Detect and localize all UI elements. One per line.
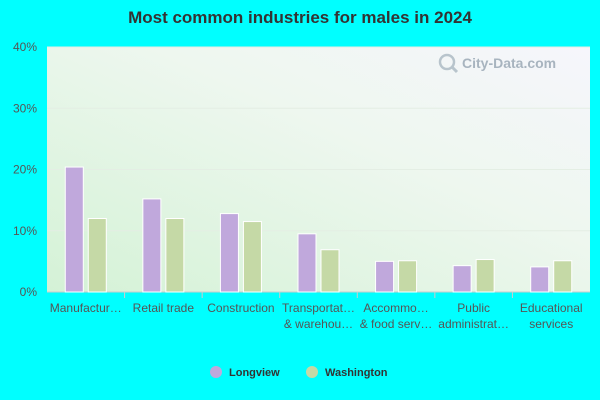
x-tick-label: & warehou… [284, 317, 353, 331]
bar-washington-1[interactable] [165, 218, 185, 293]
bar-longview-0[interactable] [64, 166, 84, 293]
x-tick-label: administrat… [438, 317, 509, 331]
watermark: City-Data.com [438, 53, 556, 74]
watermark-text: City-Data.com [462, 55, 556, 71]
x-tick-label: Retail trade [133, 301, 195, 315]
y-tick-label: 0% [20, 285, 38, 299]
x-axis: Manufactur… Retail trade Construction Trans… [50, 292, 583, 331]
magnifier-icon [438, 53, 459, 74]
x-tick-label: Manufactur… [50, 301, 122, 315]
x-tick-label: Construction [207, 301, 274, 315]
bar-longview-2[interactable] [219, 213, 239, 293]
x-tick-label: & food serv… [360, 317, 433, 331]
legend: Longview Washington [210, 366, 388, 379]
y-axis: 0% 10% 20% 30% 40% [13, 40, 37, 299]
legend-swatch-washington [306, 366, 318, 378]
y-tick-label: 10% [13, 224, 37, 238]
bar-longview-5[interactable] [452, 265, 472, 293]
x-tick-label: Transportat… [282, 301, 355, 315]
y-tick-label: 30% [13, 101, 37, 115]
x-tick-label: Educational [520, 301, 583, 315]
bar-washington-0[interactable] [87, 218, 107, 293]
x-tick-label: services [529, 317, 573, 331]
bar-longview-1[interactable] [142, 198, 162, 293]
bar-washington-4[interactable] [398, 260, 418, 293]
legend-label-longview: Longview [229, 367, 280, 379]
y-tick-label: 20% [13, 163, 37, 177]
bar-washington-2[interactable] [242, 221, 262, 293]
bar-washington-3[interactable] [320, 249, 340, 293]
bar-washington-6[interactable] [553, 260, 573, 293]
x-tick-label: Public [457, 301, 490, 315]
y-tick-label: 40% [13, 40, 37, 54]
bar-washington-5[interactable] [475, 259, 495, 293]
bar-longview-6[interactable] [530, 266, 550, 293]
bars [64, 166, 573, 293]
legend-swatch-longview [210, 366, 222, 378]
chart-title: Most common industries for males in 2024 [128, 8, 472, 27]
gridlines [47, 46, 590, 293]
legend-label-washington: Washington [325, 367, 388, 379]
bar-longview-4[interactable] [375, 260, 395, 293]
bar-longview-3[interactable] [297, 233, 317, 293]
x-tick-label: Accommo… [363, 301, 428, 315]
